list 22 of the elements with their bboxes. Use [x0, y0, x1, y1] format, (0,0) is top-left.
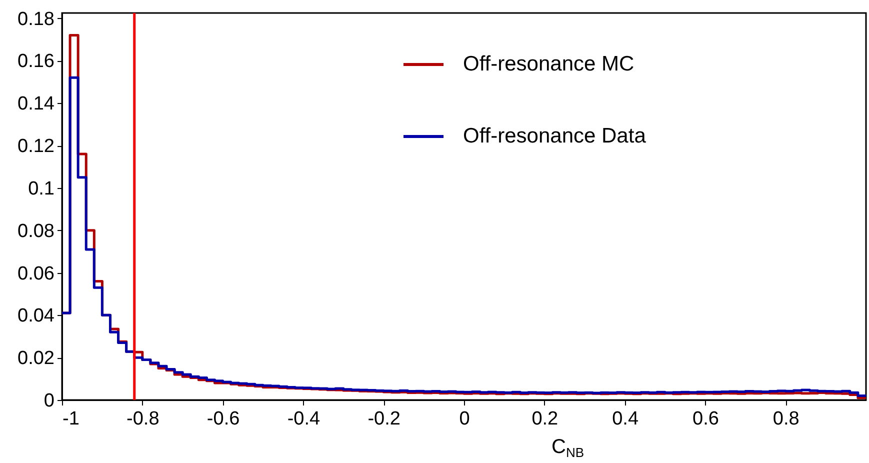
x-tick-label: 0.2 — [532, 408, 558, 430]
x-tick-label: -0.8 — [126, 408, 160, 430]
y-tick-label: 0.04 — [18, 306, 55, 327]
y-tick-label: 0.08 — [18, 220, 54, 242]
y-tick-label: 0.14 — [18, 94, 55, 115]
y-tick-label: 0.16 — [18, 51, 54, 72]
y-tick-label: 0.18 — [18, 8, 54, 30]
x-tick-label: 0.6 — [692, 408, 719, 430]
legend-label: Off-resonance MC — [463, 52, 634, 76]
y-tick-label: 0.06 — [18, 263, 54, 284]
x-tick-label: -0.2 — [368, 408, 400, 430]
x-tick-label: 0.4 — [612, 408, 639, 430]
y-tick-label: 0.12 — [18, 136, 54, 158]
x-tick-label: 0 — [459, 408, 470, 430]
y-tick-label: 0 — [44, 390, 54, 412]
x-tick-label: -1 — [62, 408, 80, 430]
y-tick-label: 0.02 — [18, 348, 54, 370]
y-tick-label: 0.1 — [28, 178, 54, 200]
x-tick-label: -0.4 — [287, 408, 320, 430]
legend-label: Off-resonance Data — [463, 124, 646, 148]
x-tick-label: -0.6 — [206, 408, 240, 430]
x-tick-label: 0.8 — [772, 408, 800, 430]
